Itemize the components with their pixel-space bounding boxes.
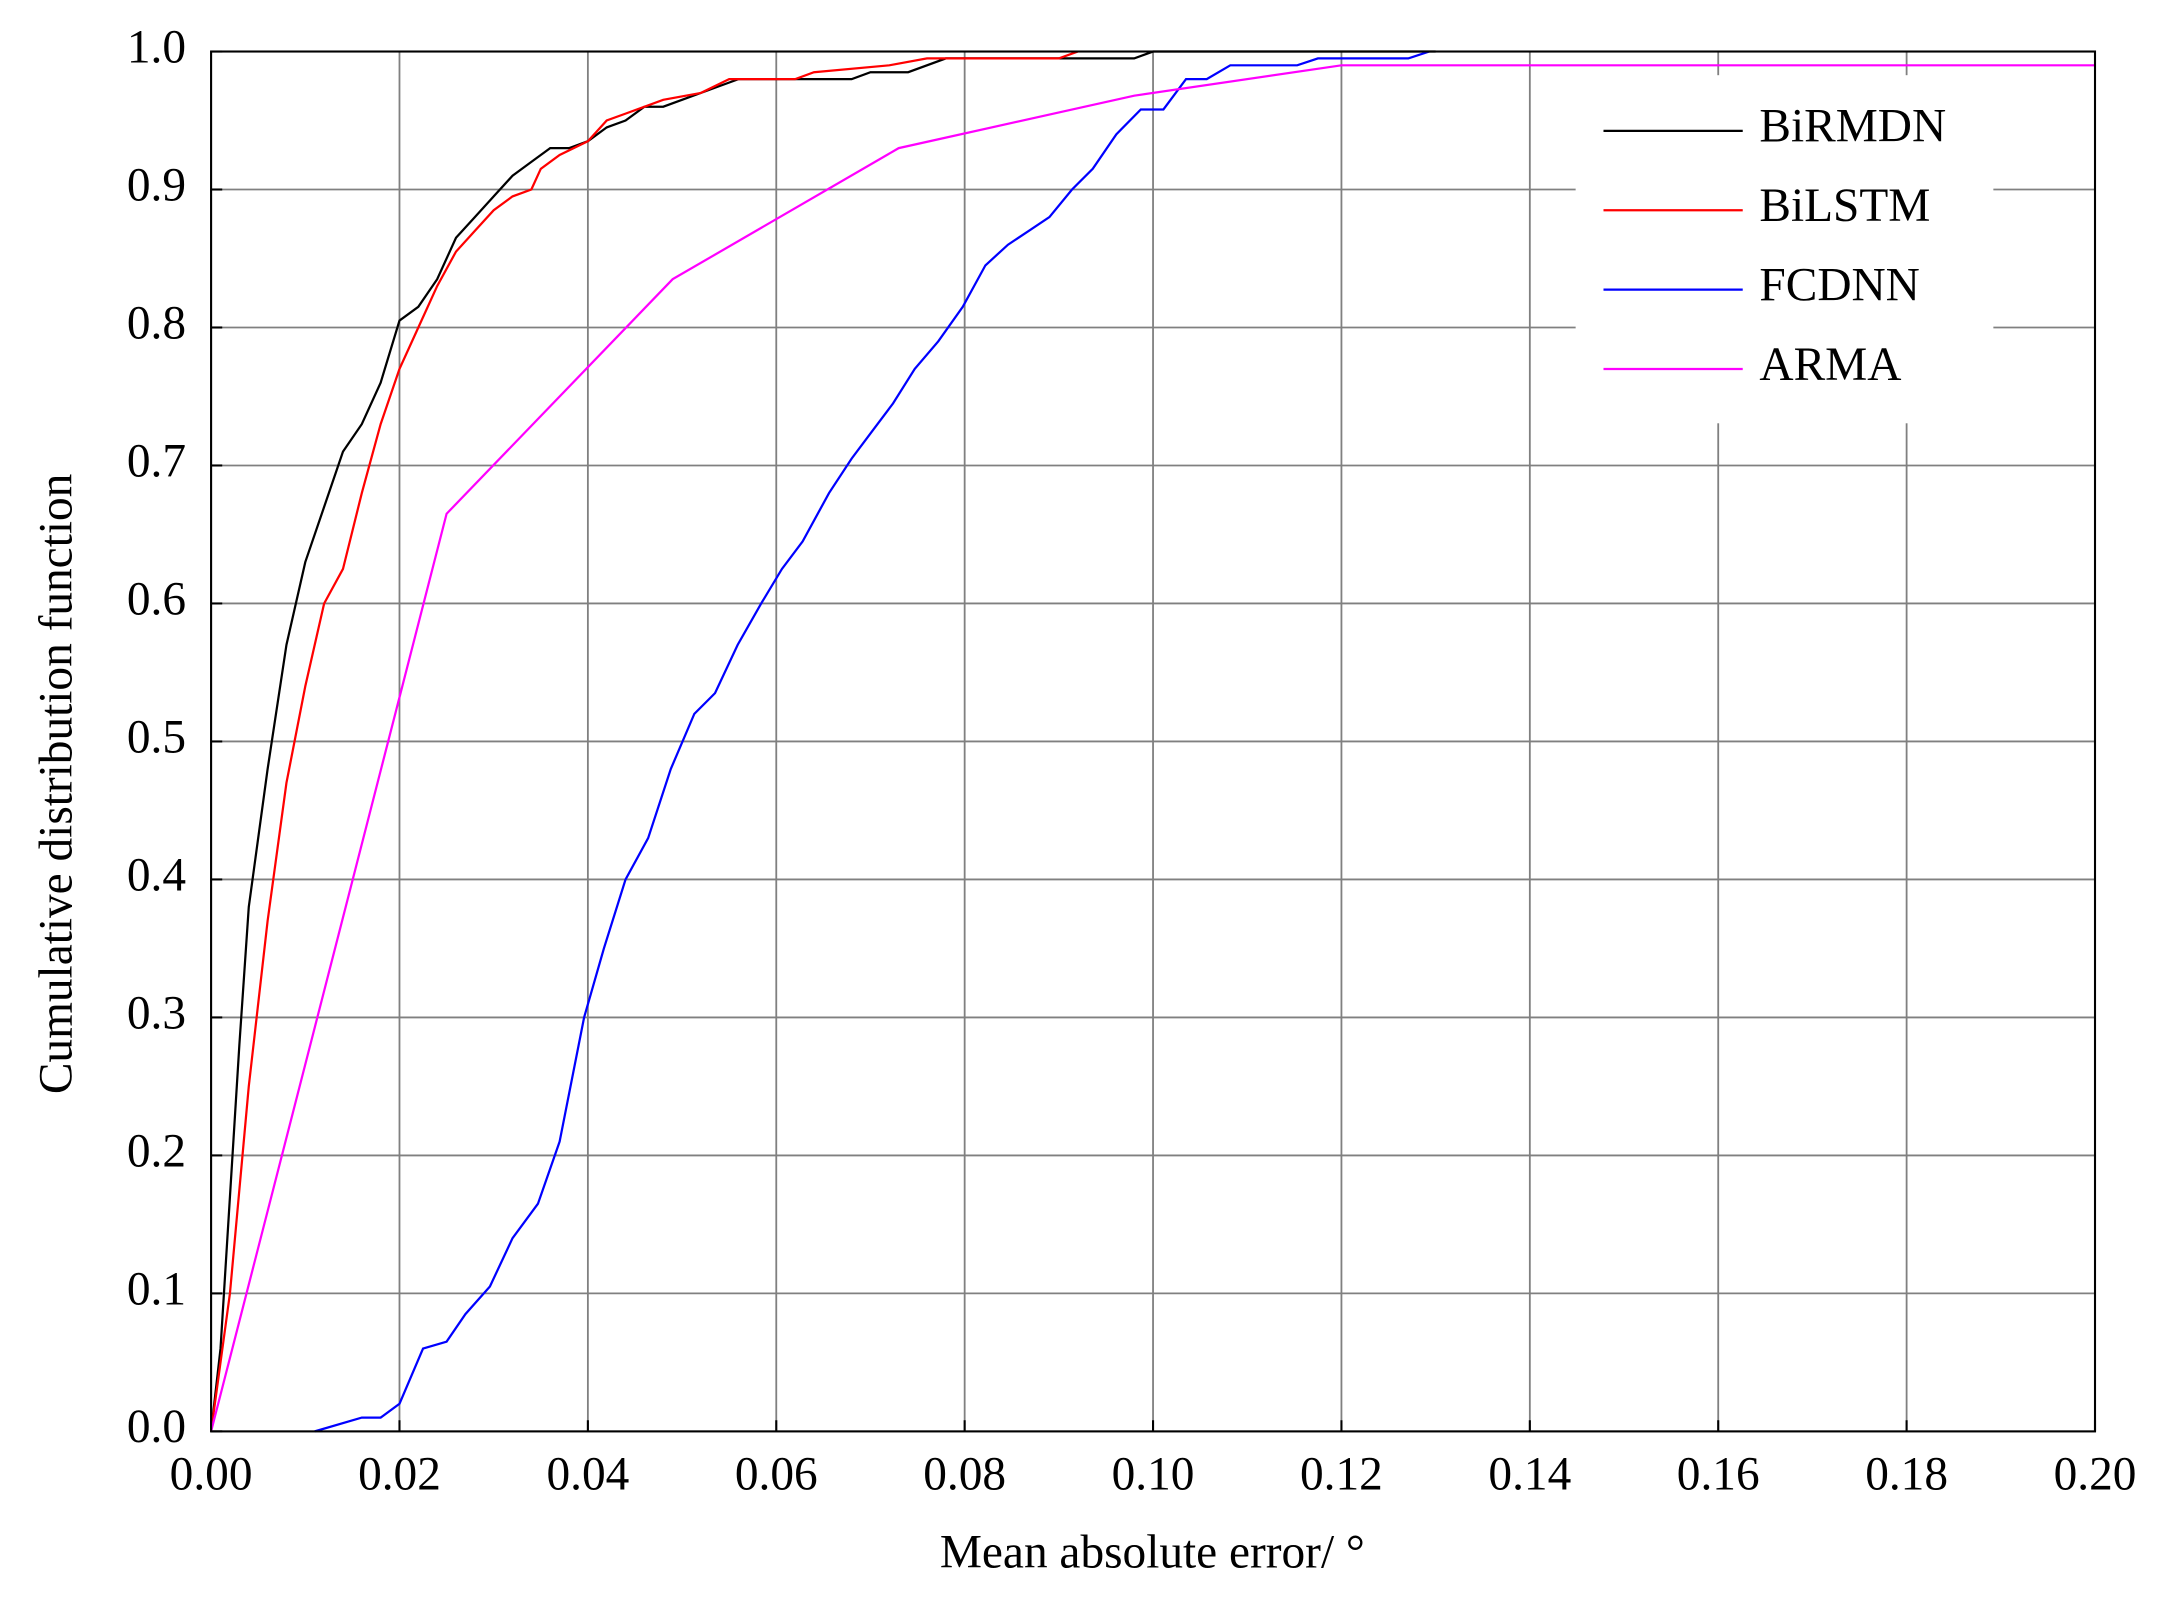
x-tick-label: 0.02 xyxy=(358,1449,441,1501)
x-tick-label: 0.08 xyxy=(923,1449,1006,1501)
y-tick-label: 0.6 xyxy=(127,573,186,625)
legend-label: BiRMDN xyxy=(1759,101,1946,153)
y-tick-label: 0.9 xyxy=(127,159,186,211)
y-tick-label: 0.7 xyxy=(127,435,186,487)
x-tick-label: 0.20 xyxy=(2054,1449,2137,1501)
legend-label: BiLSTM xyxy=(1759,180,1930,232)
y-tick-label: 0.3 xyxy=(127,987,186,1039)
x-tick-label: 0.12 xyxy=(1300,1449,1383,1501)
legend-label: ARMA xyxy=(1759,339,1901,391)
line-series xyxy=(314,50,1430,1433)
x-axis-title: Mean absolute error/ ° xyxy=(940,1527,1365,1579)
x-tick-label: 0.10 xyxy=(1112,1449,1195,1501)
y-tick-label: 0.8 xyxy=(127,297,186,349)
plot-frame xyxy=(210,50,2097,1433)
line-series xyxy=(209,50,1079,1432)
legend-label: FCDNN xyxy=(1759,259,1919,311)
y-tick-label: 0.1 xyxy=(127,1263,186,1315)
x-tick-label: 0.00 xyxy=(170,1449,253,1501)
y-axis-title: Cumulative distribution function xyxy=(31,474,83,1094)
y-tick-label: 0.5 xyxy=(127,711,186,763)
line-series xyxy=(209,50,1436,1432)
y-tick-label: 0.2 xyxy=(127,1125,186,1177)
x-tick-label: 0.16 xyxy=(1677,1449,1760,1501)
x-tick-label: 0.18 xyxy=(1865,1449,1948,1501)
line-series xyxy=(210,64,2096,1432)
x-tick-label: 0.06 xyxy=(735,1449,818,1501)
y-tick-label: 1.0 xyxy=(127,21,186,73)
legend-box xyxy=(1575,75,1994,424)
y-tick-label: 0.4 xyxy=(127,849,186,901)
y-tick-label: 0.0 xyxy=(127,1401,186,1453)
x-tick-label: 0.04 xyxy=(546,1449,629,1501)
x-tick-label: 0.14 xyxy=(1488,1449,1571,1501)
